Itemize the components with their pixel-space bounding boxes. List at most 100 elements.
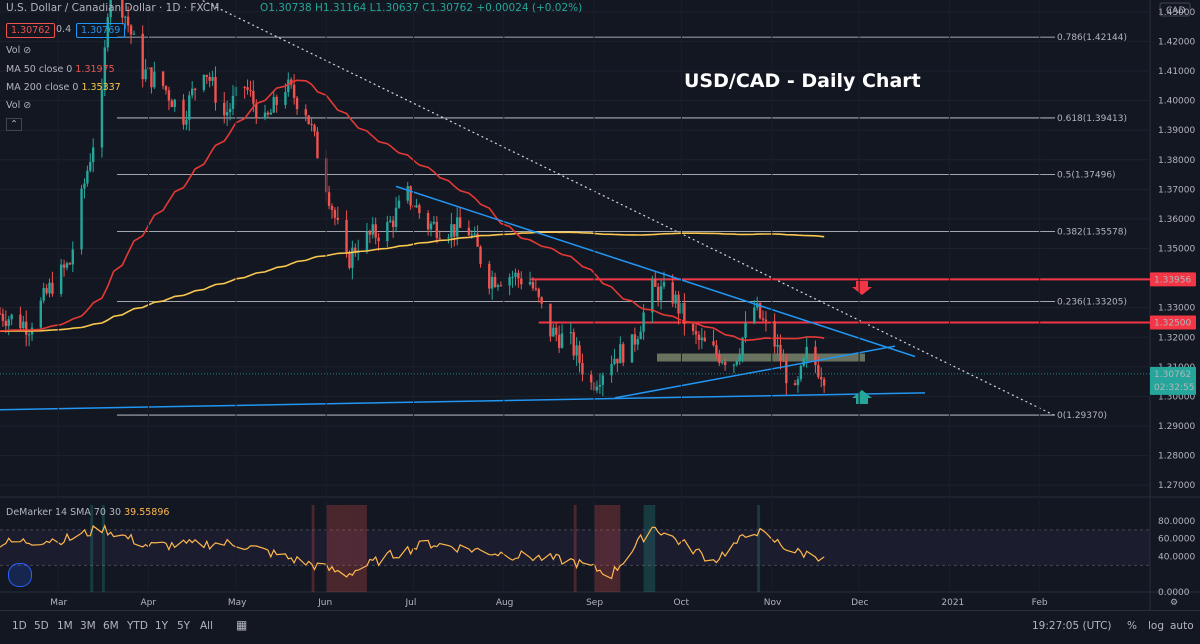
range-1d[interactable]: 1D: [12, 620, 27, 632]
candle-body[interactable]: [144, 69, 147, 80]
candle-body[interactable]: [150, 67, 153, 88]
candle-body[interactable]: [68, 263, 72, 265]
candle-body[interactable]: [569, 332, 572, 334]
candle-body[interactable]: [1, 313, 5, 321]
candle-body[interactable]: [715, 345, 718, 355]
candle-body[interactable]: [735, 360, 738, 365]
candle-body[interactable]: [19, 314, 22, 329]
candle-body[interactable]: [639, 331, 642, 340]
candle-body[interactable]: [374, 224, 377, 238]
candle-body[interactable]: [581, 362, 584, 375]
candle-body[interactable]: [91, 147, 95, 163]
candle-body[interactable]: [89, 162, 92, 171]
candle-body[interactable]: [691, 323, 695, 332]
candle-body[interactable]: [555, 327, 558, 335]
candle-body[interactable]: [528, 281, 532, 285]
candle-body[interactable]: [275, 96, 278, 105]
candle-body[interactable]: [517, 272, 520, 279]
candle-body[interactable]: [223, 102, 226, 116]
candle-body[interactable]: [619, 344, 622, 364]
collapse-legend-chevron-icon[interactable]: ⌃: [6, 118, 22, 131]
candle-body[interactable]: [62, 264, 66, 268]
candle-body[interactable]: [252, 90, 255, 104]
candle-body[interactable]: [351, 247, 354, 268]
candle-body[interactable]: [51, 282, 54, 294]
candle-body[interactable]: [493, 276, 497, 287]
candle-body[interactable]: [799, 365, 803, 380]
candle-body[interactable]: [25, 321, 28, 335]
candle-body[interactable]: [202, 74, 206, 90]
candle-body[interactable]: [744, 322, 747, 338]
candle-body[interactable]: [694, 331, 698, 335]
candle-body[interactable]: [758, 303, 762, 319]
candle-body[interactable]: [549, 303, 552, 337]
candle-body[interactable]: [394, 207, 398, 227]
candle-body[interactable]: [753, 307, 756, 323]
candle-body[interactable]: [225, 112, 229, 116]
candle-body[interactable]: [141, 33, 144, 80]
range-all[interactable]: All: [200, 620, 214, 632]
candle-body[interactable]: [80, 188, 83, 250]
candle-body[interactable]: [22, 321, 25, 329]
candle-body[interactable]: [167, 90, 171, 101]
range-3m[interactable]: 3M: [80, 620, 96, 632]
candle-body[interactable]: [295, 97, 299, 110]
candle-body[interactable]: [508, 277, 511, 286]
candle-body[interactable]: [39, 300, 42, 328]
candle-body[interactable]: [126, 16, 130, 26]
candle-body[interactable]: [817, 365, 820, 378]
candle-body[interactable]: [814, 346, 817, 366]
eye-off-icon[interactable]: ⊘: [23, 45, 32, 56]
candle-body[interactable]: [514, 272, 517, 277]
candle-body[interactable]: [499, 285, 503, 287]
candle-body[interactable]: [304, 109, 307, 116]
range-ytd[interactable]: YTD: [127, 620, 148, 632]
candle-body[interactable]: [132, 33, 136, 35]
candle-body[interactable]: [610, 364, 613, 376]
candle-body[interactable]: [712, 341, 715, 346]
candle-body[interactable]: [773, 321, 776, 347]
candle-body[interactable]: [488, 263, 491, 289]
candle-body[interactable]: [10, 314, 13, 320]
candle-body[interactable]: [616, 358, 619, 364]
candle-body[interactable]: [27, 334, 31, 336]
candle-body[interactable]: [741, 337, 744, 356]
candle-body[interactable]: [193, 88, 197, 90]
candle-body[interactable]: [231, 95, 235, 109]
candle-body[interactable]: [170, 100, 174, 108]
candle-body[interactable]: [327, 192, 331, 206]
candle-body[interactable]: [86, 170, 89, 184]
candle-body[interactable]: [779, 344, 782, 361]
candle-body[interactable]: [636, 339, 639, 345]
candle-body[interactable]: [490, 276, 494, 289]
range-5y[interactable]: 5Y: [177, 620, 191, 632]
candle-body[interactable]: [432, 221, 436, 224]
candle-body[interactable]: [537, 288, 540, 298]
candle-body[interactable]: [246, 87, 249, 90]
percent-toggle[interactable]: %: [1127, 620, 1137, 632]
demarker-line[interactable]: [0, 523, 825, 580]
date-range-icon[interactable]: ▦: [236, 618, 248, 632]
candle-body[interactable]: [721, 361, 724, 363]
candle-body[interactable]: [796, 379, 800, 385]
range-1y[interactable]: 1Y: [155, 620, 169, 632]
candle-body[interactable]: [269, 112, 273, 115]
eye-off-icon[interactable]: ⊘: [23, 100, 32, 111]
support-trendline[interactable]: [0, 392, 926, 411]
candle-body[interactable]: [188, 95, 191, 120]
candle-body[interactable]: [674, 294, 677, 304]
candle-body[interactable]: [391, 220, 395, 227]
candle-body[interactable]: [284, 92, 287, 105]
candle-body[interactable]: [595, 386, 599, 391]
support-zone[interactable]: [657, 353, 865, 362]
candle-body[interactable]: [473, 233, 476, 235]
candle-body[interactable]: [642, 312, 645, 332]
candle-body[interactable]: [496, 285, 500, 287]
candle-body[interactable]: [4, 320, 8, 326]
candle-body[interactable]: [738, 355, 741, 361]
candle-body[interactable]: [572, 332, 575, 356]
candle-body[interactable]: [249, 89, 252, 91]
candle-body[interactable]: [214, 77, 217, 103]
candle-body[interactable]: [479, 246, 482, 264]
